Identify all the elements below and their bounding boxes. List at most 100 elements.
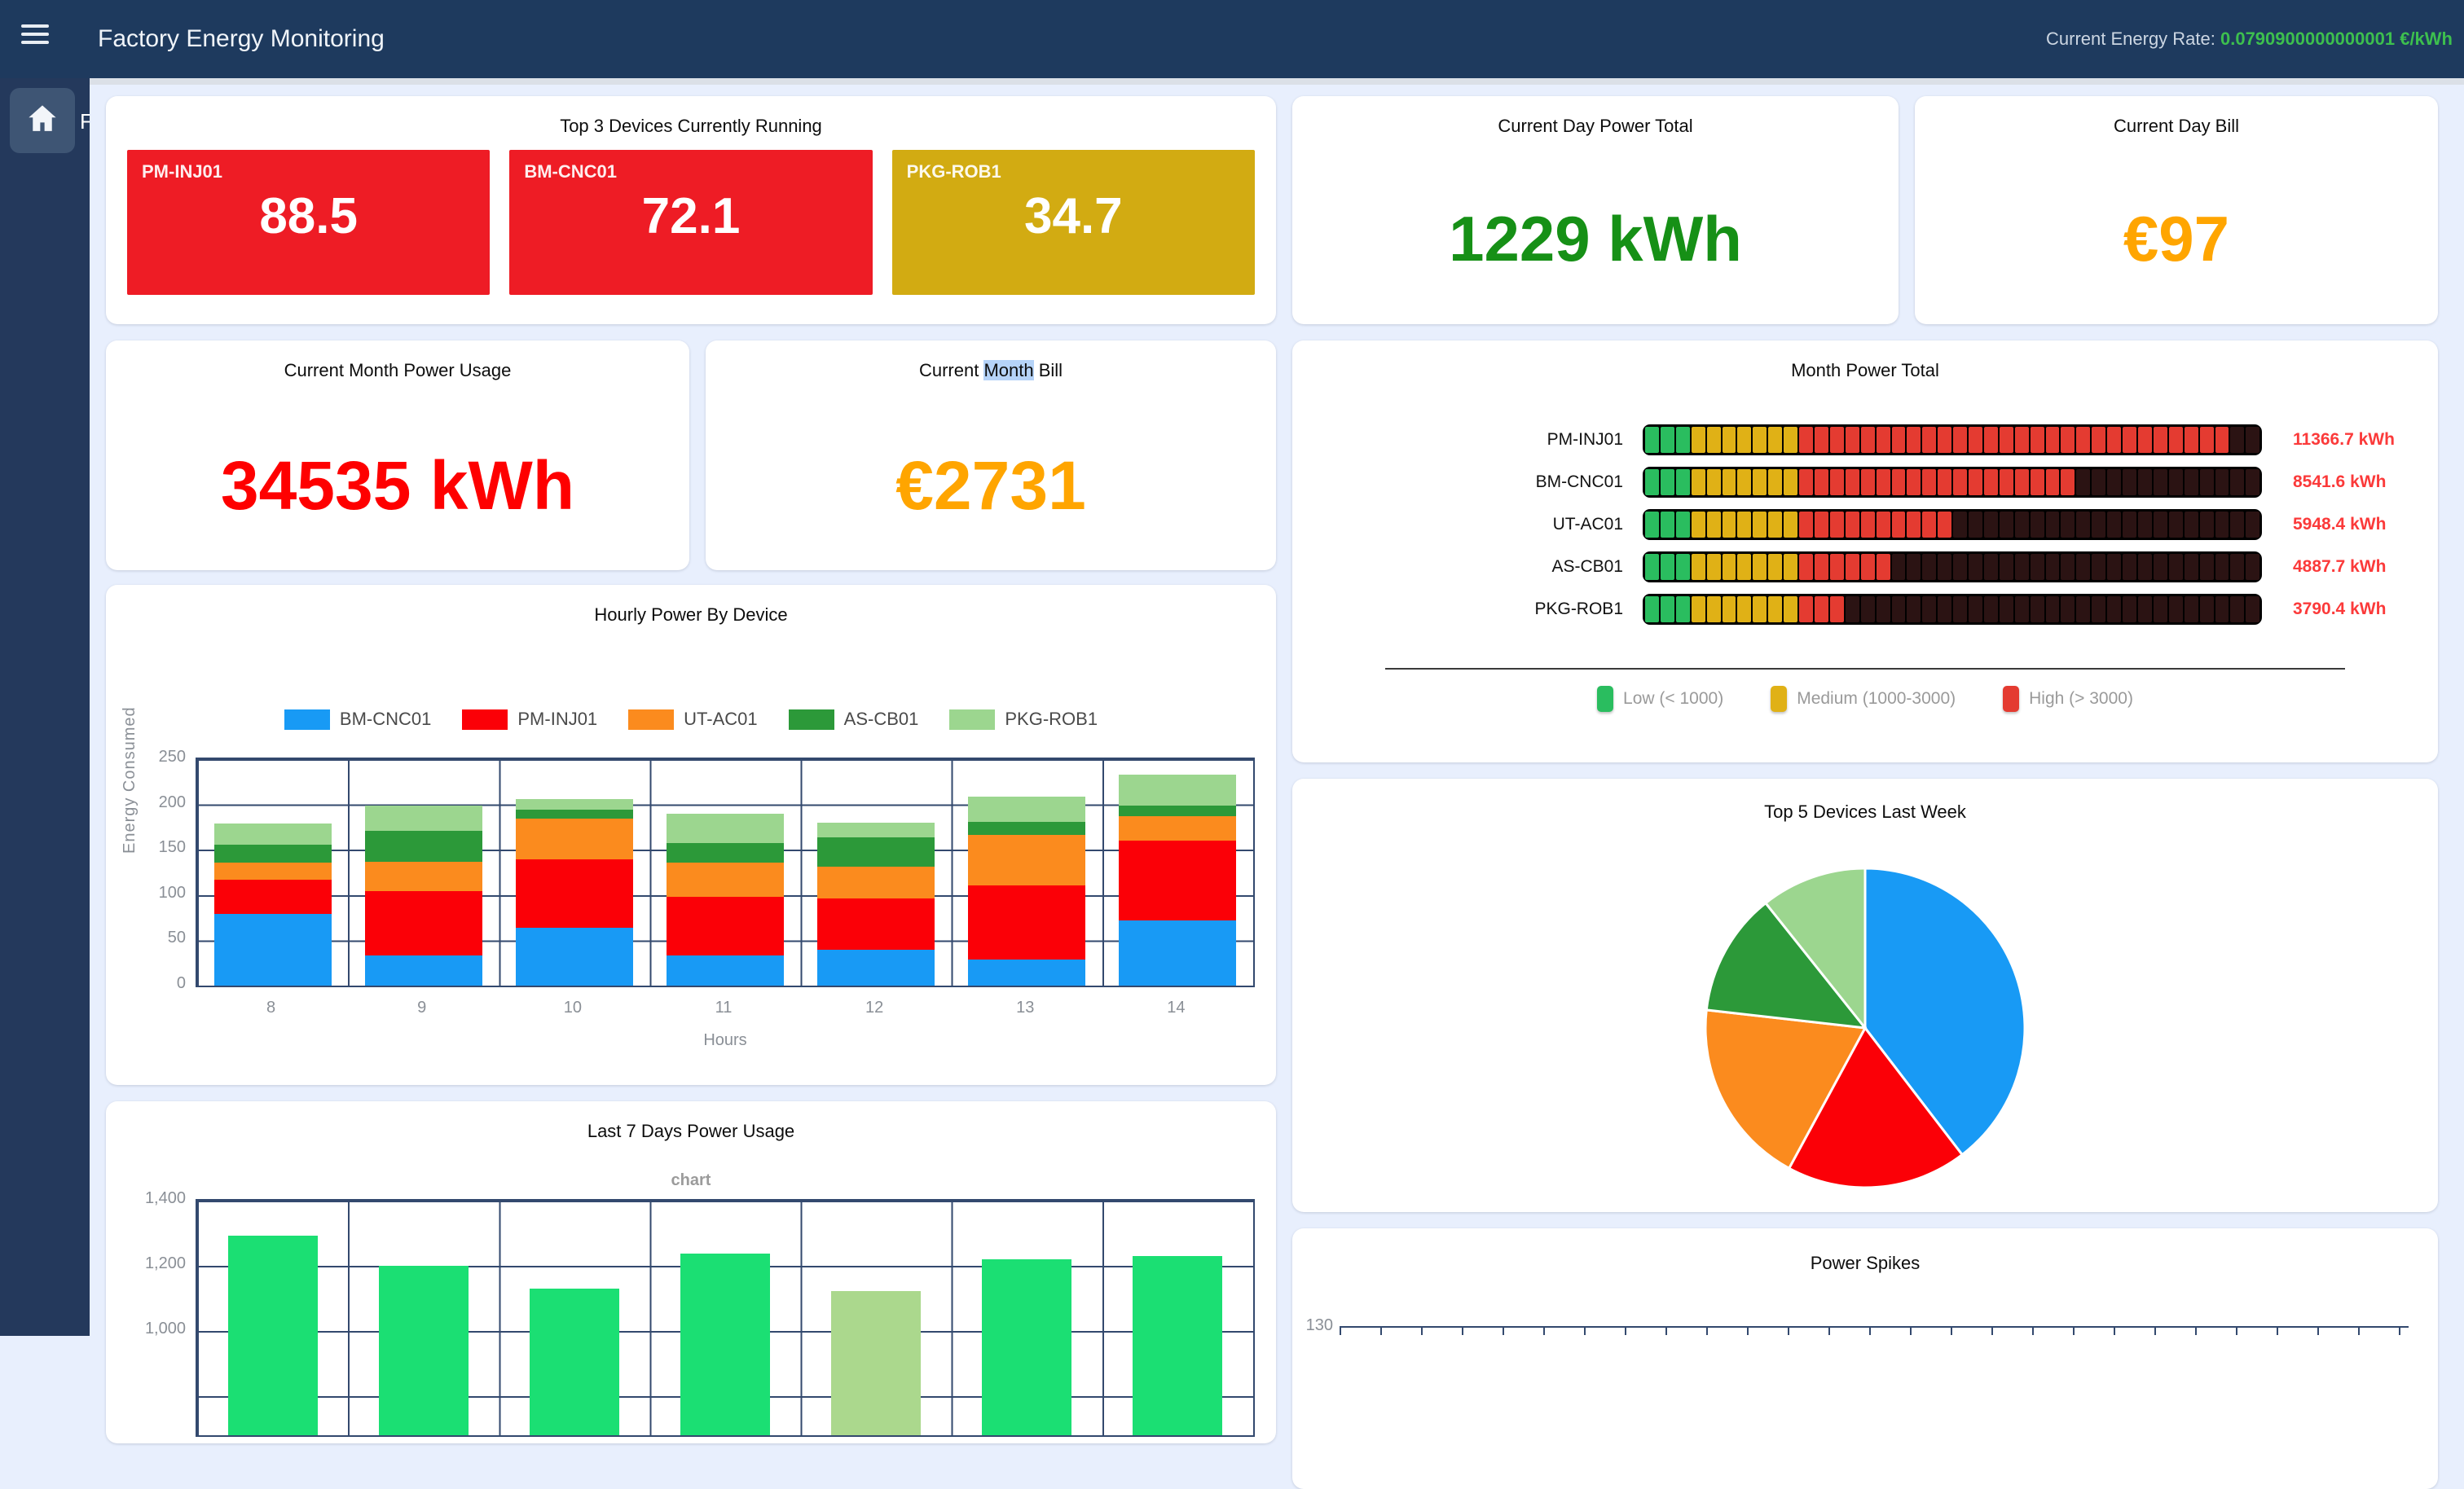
- led-segment: [1999, 512, 2013, 538]
- device-value: 34.7: [1023, 188, 1123, 244]
- y-axis-title: Energy Consumed: [121, 706, 139, 854]
- led-segment: [1706, 554, 1721, 580]
- sidebar-item-label-clipped[interactable]: F: [80, 109, 90, 134]
- led-segment: [2107, 427, 2122, 453]
- led-segment: [1706, 427, 1721, 453]
- led-segment: [2061, 512, 2075, 538]
- legend-label: UT-AC01: [684, 709, 758, 729]
- bar: [831, 1291, 922, 1435]
- led-segment: [1891, 469, 1906, 495]
- bar-segment: [364, 861, 482, 892]
- bar: [529, 1289, 619, 1435]
- led-segment: [2230, 596, 2245, 622]
- led-segment: [2138, 596, 2152, 622]
- device-value: 72.1: [641, 188, 741, 244]
- led-segment: [1999, 554, 2013, 580]
- led-segment: [2246, 596, 2260, 622]
- led-segment: [1969, 469, 1982, 495]
- y-tick: 50: [167, 929, 186, 947]
- card-title: Current Month Power Usage: [284, 360, 512, 380]
- bar-segment: [1119, 805, 1237, 817]
- led-segment: [2045, 427, 2060, 453]
- led-segment: [2045, 512, 2060, 538]
- led-segment: [2138, 554, 2152, 580]
- legend-swatch: [1771, 686, 1788, 712]
- legend-item: PKG-ROB1: [949, 709, 1098, 730]
- led-segment: [1999, 469, 2013, 495]
- legend-item: BM-CNC01: [284, 709, 431, 730]
- device-total-value: 4887.7 kWh: [2293, 557, 2387, 576]
- pie-slice-PKG-ROB1: [1763, 867, 1867, 1032]
- led-segment: [1691, 469, 1705, 495]
- led-segment: [2030, 596, 2044, 622]
- bar-segment: [515, 819, 633, 860]
- led-segment: [1829, 469, 1844, 495]
- led-segment: [1768, 554, 1783, 580]
- x-axis-title: Hours: [703, 1031, 747, 1049]
- card-day-power-total: Current Day Power Total 1229 kWh: [1292, 96, 1899, 324]
- device-label: UT-AC01: [1552, 515, 1623, 534]
- led-segment: [1860, 554, 1875, 580]
- bar-segment: [515, 927, 633, 986]
- led-segment: [1845, 596, 1859, 622]
- led-segment: [1891, 554, 1906, 580]
- bar: [378, 1266, 469, 1435]
- device-tile: PKG-ROB1 34.7: [891, 150, 1255, 295]
- led-segment: [2246, 427, 2260, 453]
- home-icon: [25, 102, 59, 140]
- chart-title: Hourly Power By Device: [594, 604, 788, 625]
- led-segment: [1969, 554, 1982, 580]
- pie-slice-PM-INJ01: [1787, 1026, 1965, 1189]
- bar-segment: [968, 885, 1086, 960]
- day-power-total-value: 1229 kWh: [1449, 203, 1742, 275]
- led-segment: [1737, 554, 1752, 580]
- led-segment: [2061, 596, 2075, 622]
- led-segment: [2246, 554, 2260, 580]
- led-segment: [1753, 596, 1767, 622]
- bar-segment: [213, 914, 332, 986]
- led-segment: [1691, 596, 1705, 622]
- device-name: PM-INJ01: [142, 161, 223, 182]
- led-segment: [1814, 512, 1828, 538]
- led-segment: [1753, 554, 1767, 580]
- hourly-legend: BM-CNC01 PM-INJ01 UT-AC01 AS-CB01 PKG-ROB1: [106, 709, 1276, 730]
- led-bar: [1643, 467, 2262, 498]
- home-button[interactable]: [10, 88, 75, 153]
- led-segment: [1953, 512, 1968, 538]
- y-tick: 100: [158, 883, 186, 902]
- led-segment: [2123, 512, 2136, 538]
- led-segment: [2123, 427, 2136, 453]
- card-day-bill: Current Day Bill €97: [1915, 96, 2438, 324]
- led-segment: [2107, 469, 2122, 495]
- led-segment: [1999, 427, 2013, 453]
- led-segment: [1938, 554, 1952, 580]
- led-segment: [2246, 512, 2260, 538]
- led-segment: [1660, 512, 1674, 538]
- stacked-bar: [817, 822, 935, 986]
- bar: [680, 1254, 770, 1435]
- led-segment: [1706, 512, 1721, 538]
- led-segment: [1829, 554, 1844, 580]
- led-segment: [1876, 512, 1890, 538]
- y-tick: 250: [158, 748, 186, 766]
- led-segment: [2184, 596, 2198, 622]
- bar-segment: [1119, 841, 1237, 920]
- led-segment: [1983, 596, 1998, 622]
- legend-label: PKG-ROB1: [1005, 709, 1098, 729]
- legend-item: High (> 3000): [2003, 686, 2133, 712]
- led-segment: [1953, 469, 1968, 495]
- hamburger-menu-icon[interactable]: [21, 24, 49, 54]
- led-segment: [2184, 554, 2198, 580]
- led-segment: [2030, 512, 2044, 538]
- led-segment: [2184, 512, 2198, 538]
- led-segment: [1737, 427, 1752, 453]
- led-segment: [2199, 427, 2214, 453]
- selected-text: Month: [983, 360, 1034, 380]
- led-segment: [2092, 554, 2106, 580]
- led-segment: [1829, 427, 1844, 453]
- led-segment: [2184, 427, 2198, 453]
- led-segment: [1691, 554, 1705, 580]
- led-segment: [1722, 596, 1736, 622]
- led-bar: [1643, 594, 2262, 625]
- led-bar: [1643, 551, 2262, 582]
